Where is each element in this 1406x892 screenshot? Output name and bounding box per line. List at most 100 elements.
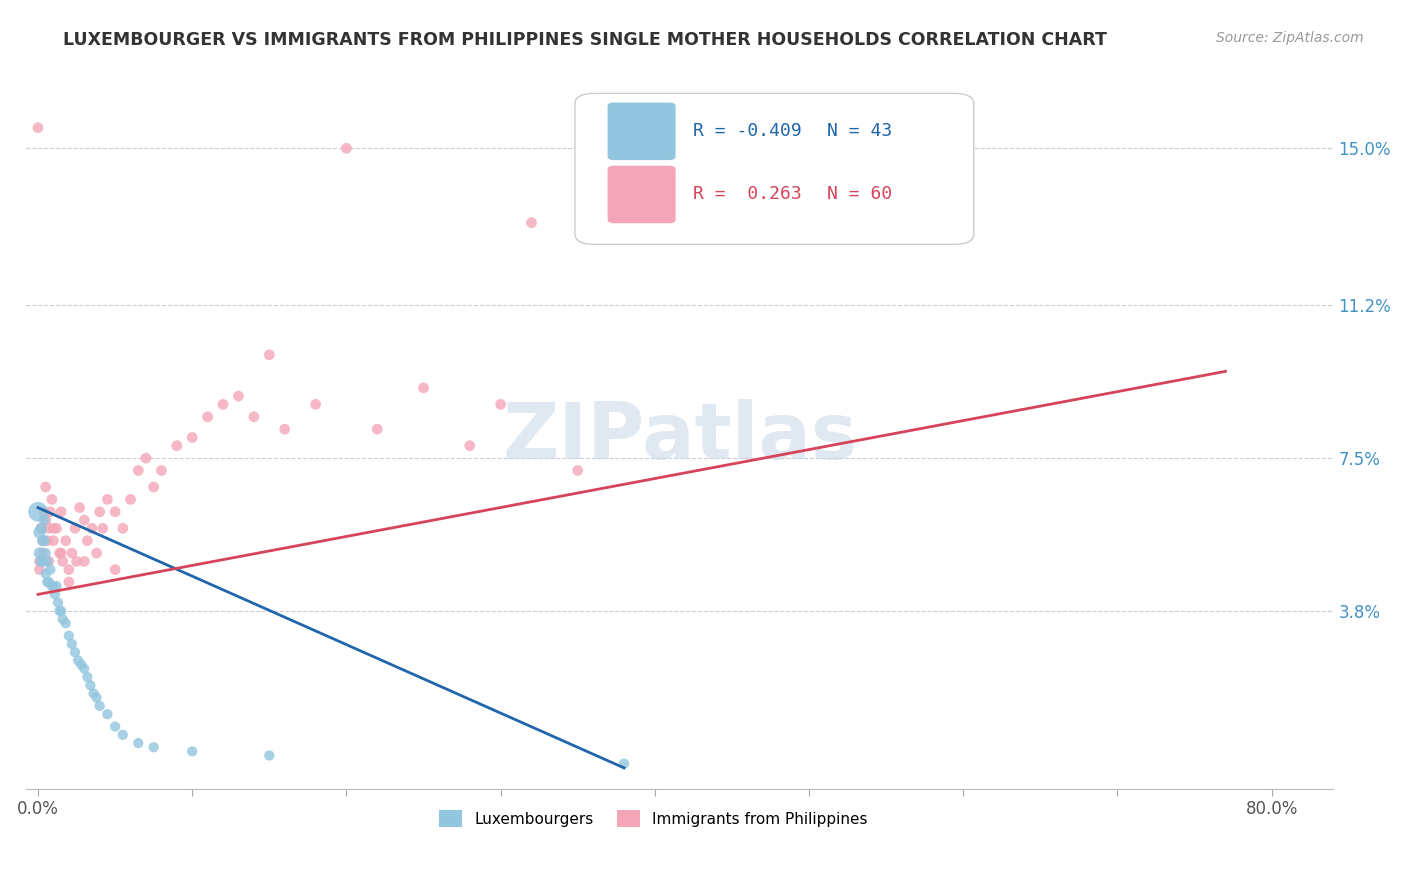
Point [38, 554, 60, 568]
Point [166, 439, 188, 453]
Text: R = -0.409: R = -0.409 [693, 122, 801, 140]
Point [73, 513, 96, 527]
Point [30, 521, 52, 535]
Point [412, 381, 434, 395]
FancyBboxPatch shape [575, 94, 974, 244]
Point [60, 546, 83, 560]
Text: LUXEMBOURGER VS IMMIGRANTS FROM PHILIPPINES SINGLE MOTHER HOUSEHOLDS CORRELATION: LUXEMBOURGER VS IMMIGRANTS FROM PHILIPPI… [63, 31, 1107, 49]
Point [37, 554, 59, 568]
Point [274, 422, 297, 436]
FancyBboxPatch shape [607, 103, 676, 160]
Point [96, 492, 118, 507]
Point [42, 579, 65, 593]
Point [96, 707, 118, 722]
Point [65, 554, 87, 568]
Point [89, 505, 111, 519]
Point [104, 505, 127, 519]
Point [63, 521, 86, 535]
Point [48, 546, 70, 560]
Point [39, 505, 62, 519]
Point [31, 554, 53, 568]
Point [111, 521, 134, 535]
Point [41, 492, 63, 507]
Point [45, 579, 67, 593]
Point [37, 574, 59, 589]
Text: Source: ZipAtlas.com: Source: ZipAtlas.com [1216, 31, 1364, 45]
Point [31, 533, 53, 548]
Point [86, 690, 108, 705]
Point [49, 546, 72, 560]
Point [27, 120, 49, 135]
Point [73, 554, 96, 568]
Point [458, 439, 481, 453]
Point [37, 533, 59, 548]
Point [31, 546, 53, 560]
Point [35, 513, 58, 527]
Point [111, 728, 134, 742]
Point [73, 662, 96, 676]
Point [32, 513, 55, 527]
Point [27, 505, 49, 519]
Point [35, 546, 58, 560]
Point [489, 397, 512, 411]
Point [613, 756, 636, 771]
Point [28, 525, 51, 540]
Point [31, 533, 53, 548]
Point [30, 521, 52, 535]
Point [28, 546, 51, 560]
Point [79, 678, 101, 692]
Text: N = 43: N = 43 [827, 122, 893, 140]
Point [58, 574, 80, 589]
Point [41, 579, 63, 593]
Point [60, 637, 83, 651]
Point [28, 563, 51, 577]
Point [259, 748, 281, 763]
Text: N = 60: N = 60 [827, 186, 893, 203]
Point [89, 698, 111, 713]
Point [70, 657, 93, 672]
Point [67, 653, 90, 667]
Point [32, 533, 55, 548]
Point [46, 596, 69, 610]
Point [80, 521, 103, 535]
Point [49, 505, 72, 519]
Point [39, 563, 62, 577]
Point [38, 574, 60, 589]
Point [142, 480, 165, 494]
Point [58, 563, 80, 577]
Point [135, 451, 157, 466]
Point [127, 736, 149, 750]
Point [32, 505, 55, 519]
Point [83, 686, 105, 700]
Point [335, 141, 357, 155]
Point [86, 546, 108, 560]
Point [567, 463, 589, 477]
Point [243, 409, 266, 424]
Point [49, 604, 72, 618]
FancyBboxPatch shape [607, 166, 676, 223]
Point [142, 740, 165, 755]
Point [76, 533, 98, 548]
Point [58, 629, 80, 643]
Point [259, 348, 281, 362]
Point [228, 389, 250, 403]
Text: R =  0.263: R = 0.263 [693, 186, 801, 203]
Legend: Luxembourgers, Immigrants from Philippines: Luxembourgers, Immigrants from Philippin… [433, 804, 873, 833]
Point [48, 604, 70, 618]
Point [35, 480, 58, 494]
Point [44, 587, 66, 601]
Point [181, 744, 204, 758]
Point [42, 533, 65, 548]
Point [52, 554, 75, 568]
Point [520, 216, 543, 230]
Point [127, 463, 149, 477]
Point [52, 612, 75, 626]
Point [197, 409, 219, 424]
Point [104, 563, 127, 577]
Point [366, 422, 388, 436]
Point [30, 554, 52, 568]
Text: ZIPatlas: ZIPatlas [502, 400, 858, 475]
Point [181, 430, 204, 444]
Point [28, 554, 51, 568]
Point [69, 500, 91, 515]
